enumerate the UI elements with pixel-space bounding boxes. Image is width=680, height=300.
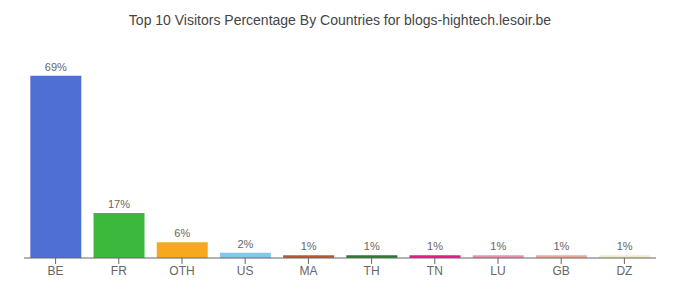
svg-text:OTH: OTH (169, 264, 194, 278)
svg-text:TN: TN (427, 264, 443, 278)
svg-text:6%: 6% (174, 227, 190, 239)
html-text:Top 10 Visitors Percentage By: Top 10 Visitors Percentage By Countries … (128, 12, 552, 28)
svg-text:17%: 17% (108, 198, 130, 210)
svg-text:1%: 1% (301, 240, 317, 252)
svg-text:BE: BE (48, 264, 64, 278)
svg-text:2%: 2% (237, 238, 253, 250)
svg-text:DZ: DZ (616, 264, 632, 278)
svg-text:1%: 1% (553, 240, 569, 252)
svg-text:1%: 1% (617, 240, 633, 252)
svg-text:FR: FR (111, 264, 127, 278)
svg-text:GB: GB (553, 264, 570, 278)
svg-text:1%: 1% (364, 240, 380, 252)
svg-text:69%: 69% (45, 61, 67, 73)
svg-text:1%: 1% (490, 240, 506, 252)
svg-text:1%: 1% (427, 240, 443, 252)
svg-text:TH: TH (364, 264, 380, 278)
svg-text:LU: LU (490, 264, 505, 278)
svg-text:MA: MA (299, 264, 317, 278)
svg-text:US: US (237, 264, 254, 278)
